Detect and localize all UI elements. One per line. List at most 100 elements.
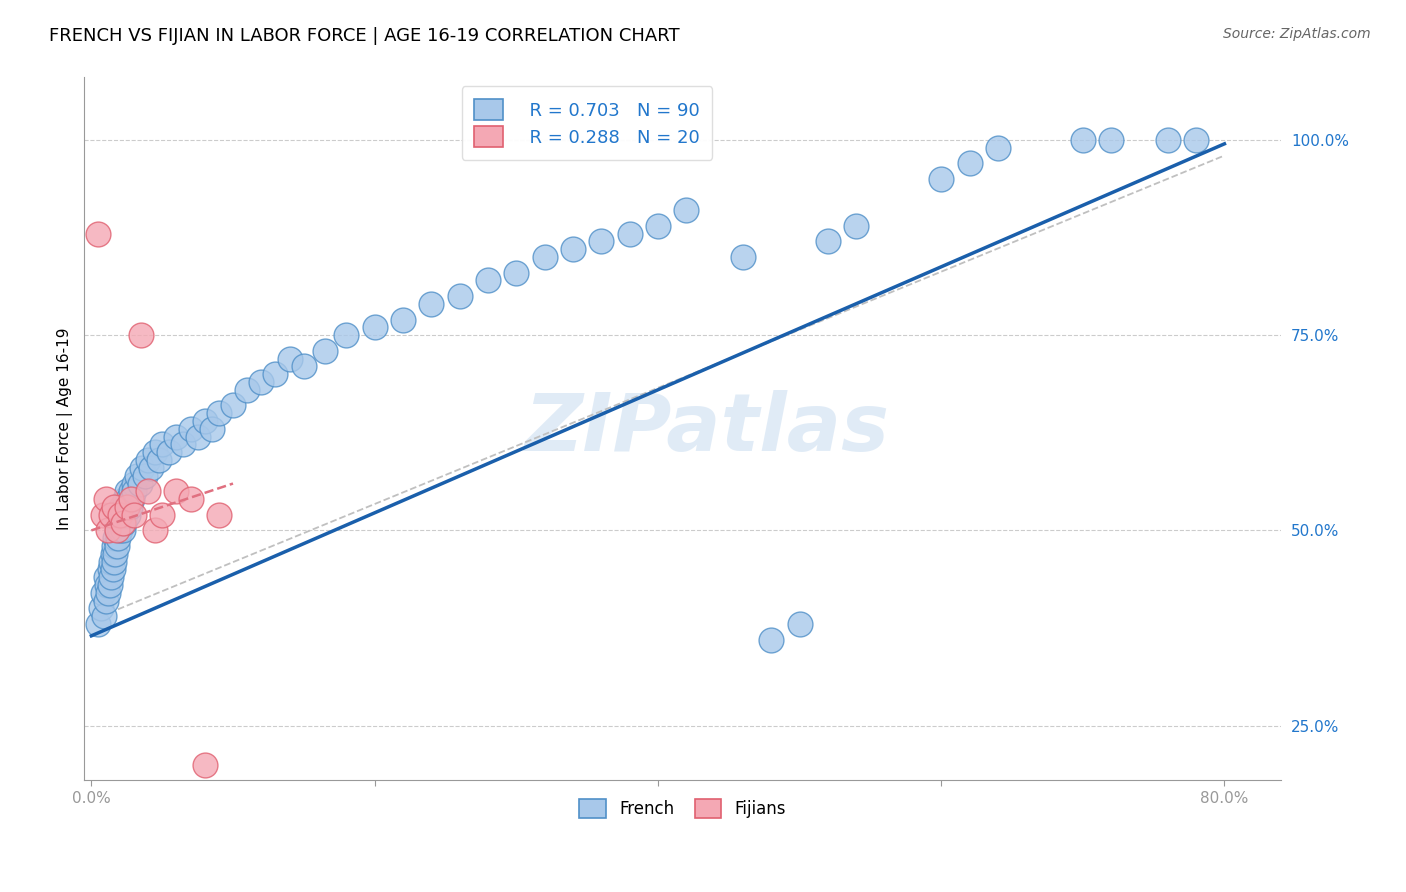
French	[94, 570, 117, 584]
French	[111, 508, 134, 522]
French	[128, 476, 150, 491]
French	[392, 312, 415, 326]
French	[845, 219, 868, 233]
French	[104, 531, 127, 545]
French	[335, 328, 357, 343]
Fijians	[111, 516, 134, 530]
French	[131, 461, 153, 475]
French	[505, 266, 527, 280]
French	[90, 601, 112, 615]
French	[157, 445, 180, 459]
Fijians	[180, 492, 202, 507]
French	[107, 516, 129, 530]
French	[420, 297, 443, 311]
French	[112, 516, 135, 530]
French	[117, 492, 139, 507]
French	[292, 359, 315, 374]
French	[104, 547, 127, 561]
French	[619, 227, 641, 241]
French	[363, 320, 385, 334]
French	[125, 468, 148, 483]
French	[278, 351, 301, 366]
French	[533, 250, 555, 264]
Fijians	[97, 524, 120, 538]
French	[1185, 133, 1208, 147]
French	[1099, 133, 1122, 147]
French	[122, 476, 145, 491]
Text: FRENCH VS FIJIAN IN LABOR FORCE | AGE 16-19 CORRELATION CHART: FRENCH VS FIJIAN IN LABOR FORCE | AGE 16…	[49, 27, 681, 45]
Fijians	[100, 508, 122, 522]
French	[103, 555, 125, 569]
French	[107, 531, 129, 545]
French	[314, 343, 336, 358]
French	[143, 445, 166, 459]
Legend: French, Fijians: French, Fijians	[572, 792, 793, 825]
French	[87, 617, 110, 632]
French	[121, 492, 143, 507]
French	[675, 203, 697, 218]
French	[959, 156, 981, 170]
French	[100, 555, 122, 569]
French	[91, 586, 114, 600]
French	[122, 484, 145, 499]
Fijians	[87, 227, 110, 241]
Fijians	[108, 508, 131, 522]
Fijians	[143, 524, 166, 538]
French	[201, 422, 224, 436]
Fijians	[194, 757, 217, 772]
Fijians	[103, 500, 125, 514]
Fijians	[91, 508, 114, 522]
French	[208, 406, 231, 420]
Fijians	[122, 508, 145, 522]
Fijians	[208, 508, 231, 522]
French	[114, 508, 136, 522]
French	[150, 437, 173, 451]
French	[194, 414, 217, 428]
French	[110, 516, 132, 530]
French	[93, 609, 115, 624]
French	[1157, 133, 1180, 147]
French	[120, 484, 142, 499]
French	[103, 539, 125, 553]
French	[731, 250, 754, 264]
French	[117, 508, 139, 522]
French	[187, 430, 209, 444]
French	[112, 500, 135, 514]
French	[105, 524, 128, 538]
French	[111, 524, 134, 538]
French	[180, 422, 202, 436]
French	[115, 484, 138, 499]
French	[761, 632, 783, 647]
French	[929, 172, 952, 186]
Fijians	[105, 524, 128, 538]
Fijians	[150, 508, 173, 522]
French	[101, 547, 124, 561]
French	[100, 570, 122, 584]
French	[647, 219, 669, 233]
French	[222, 399, 245, 413]
French	[1071, 133, 1094, 147]
French	[172, 437, 194, 451]
French	[817, 235, 839, 249]
French	[110, 500, 132, 514]
French	[114, 492, 136, 507]
French	[789, 617, 811, 632]
Fijians	[129, 328, 152, 343]
French	[94, 593, 117, 607]
French	[148, 453, 170, 467]
French	[134, 468, 156, 483]
French	[264, 368, 287, 382]
Text: ZIPatlas: ZIPatlas	[524, 390, 889, 468]
French	[98, 562, 121, 576]
French	[115, 500, 138, 514]
Fijians	[115, 500, 138, 514]
French	[139, 461, 162, 475]
Text: Source: ZipAtlas.com: Source: ZipAtlas.com	[1223, 27, 1371, 41]
French	[449, 289, 471, 303]
Fijians	[94, 492, 117, 507]
French	[108, 524, 131, 538]
French	[101, 562, 124, 576]
French	[118, 500, 141, 514]
Fijians	[120, 492, 142, 507]
French	[477, 273, 499, 287]
